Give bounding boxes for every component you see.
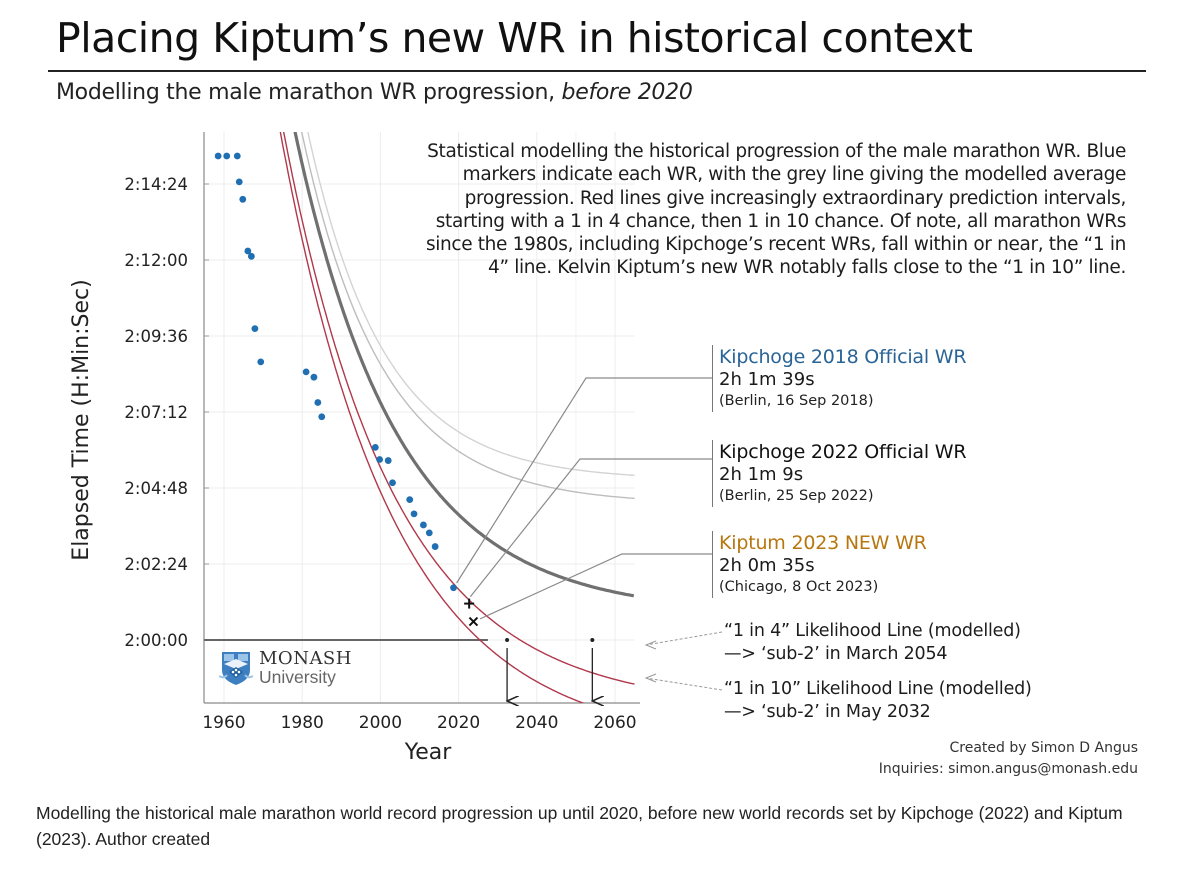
x-tick-label: 2000 bbox=[359, 713, 402, 733]
new-record-markers bbox=[464, 598, 479, 627]
y-tick-label: 2:07:12 bbox=[124, 403, 188, 422]
likelihood-pointer-arrows bbox=[644, 631, 723, 691]
y-tick-label: 2:00:00 bbox=[124, 631, 188, 650]
wr-marker bbox=[214, 152, 222, 160]
model-line-1-in-4-likelihood-line bbox=[282, 132, 635, 685]
likelihood-pointer-line bbox=[645, 631, 723, 646]
annotation-time: 2h 1m 9s bbox=[719, 464, 804, 485]
monash-shield-icon bbox=[219, 652, 253, 685]
likelihood-pointer-arrowhead bbox=[644, 673, 657, 683]
likelihood-pointer-arrowhead bbox=[644, 640, 657, 650]
likelihood-projection: —> ‘sub-2’ in May 2032 bbox=[724, 702, 931, 722]
wr-marker bbox=[425, 529, 433, 537]
likelihood-label-1-in-10: “1 in 10” Likelihood Line (modelled) —> … bbox=[724, 678, 1032, 724]
wr-marker bbox=[247, 252, 255, 260]
wr-marker bbox=[420, 521, 427, 529]
y-tick-label: 2:02:24 bbox=[124, 555, 188, 574]
subtitle-text: Modelling the male marathon WR progressi… bbox=[56, 80, 562, 105]
annotation-leader-line bbox=[456, 377, 712, 584]
annotation-kipchoge-2018: Kipchoge 2018 Official WR 2h 1m 39s (Ber… bbox=[712, 345, 967, 412]
wr-marker bbox=[371, 443, 379, 451]
wr-marker bbox=[310, 373, 318, 381]
y-tick-label: 2:12:00 bbox=[124, 251, 188, 270]
wr-marker bbox=[223, 152, 231, 160]
annotation-time: 2h 0m 35s bbox=[719, 555, 815, 576]
annotation-leader-line bbox=[469, 458, 712, 598]
wr-marker bbox=[376, 456, 384, 463]
figure-caption: Modelling the historical male marathon w… bbox=[36, 803, 1123, 849]
wr-marker bbox=[389, 479, 396, 487]
sub-2-crossing-arrows bbox=[505, 638, 594, 701]
wr-marker bbox=[251, 325, 259, 333]
likelihood-pointer-line bbox=[645, 677, 723, 691]
likelihood-label-1-in-4: “1 in 4” Likelihood Line (modelled) —> ‘… bbox=[724, 620, 1021, 666]
wr-marker bbox=[302, 368, 310, 376]
wr-marker bbox=[314, 399, 322, 406]
annotation-place: (Berlin, 16 Sep 2018) bbox=[719, 393, 874, 409]
page-subtitle: Modelling the male marathon WR progressi… bbox=[56, 80, 693, 105]
model-line-1-in-10-likelihood-line bbox=[279, 132, 585, 703]
annotation-leader-line bbox=[479, 553, 712, 620]
y-tick-label: 2:09:36 bbox=[124, 327, 188, 346]
x-tick-label: 2060 bbox=[593, 713, 636, 733]
kiptum-2023-cross-marker bbox=[468, 616, 479, 627]
annotation-heading: Kipchoge 2018 Official WR bbox=[719, 346, 967, 368]
x-tick-label: 1980 bbox=[281, 713, 324, 733]
y-tick-label: 2:14:24 bbox=[124, 175, 188, 194]
wr-marker bbox=[410, 510, 418, 518]
annotation-heading: Kiptum 2023 NEW WR bbox=[719, 532, 927, 554]
subtitle-emphasis: before 2020 bbox=[561, 80, 693, 105]
model-line-upper-band-inner- bbox=[300, 132, 635, 500]
wr-marker bbox=[233, 152, 241, 160]
annotation-kiptum-2023: Kiptum 2023 NEW WR 2h 0m 35s (Chicago, 8… bbox=[712, 531, 927, 598]
monash-logo: MONASH University bbox=[219, 650, 352, 686]
chart-description: Statistical modelling the historical pro… bbox=[425, 141, 1126, 279]
annotation-time: 2h 1m 39s bbox=[719, 369, 815, 390]
sub-2-crossing-dot bbox=[590, 638, 595, 642]
model-lines bbox=[279, 132, 635, 703]
title-divider bbox=[48, 70, 1146, 72]
y-tick-label: 2:04:48 bbox=[124, 479, 188, 498]
likelihood-line-name: “1 in 4” Likelihood Line (modelled) bbox=[724, 621, 1021, 641]
x-tick-label: 1960 bbox=[202, 713, 245, 733]
annotation-heading: Kipchoge 2022 Official WR bbox=[719, 441, 967, 463]
grid bbox=[204, 132, 635, 703]
wr-marker bbox=[257, 358, 265, 366]
annotation-leader-lines bbox=[456, 377, 712, 620]
wr-marker bbox=[406, 496, 414, 504]
likelihood-projection: —> ‘sub-2’ in March 2054 bbox=[724, 644, 948, 664]
logo-line-2: University bbox=[259, 667, 336, 687]
likelihood-line-name: “1 in 10” Likelihood Line (modelled) bbox=[724, 679, 1032, 699]
x-axis-label: Year bbox=[404, 740, 453, 765]
wr-marker bbox=[244, 247, 252, 255]
y-tick-labels: 2:00:00 2:02:24 2:04:48 2:07:12 2:09:36 2:12:… bbox=[124, 175, 209, 650]
wr-marker bbox=[239, 195, 247, 203]
x-tick-label: 2040 bbox=[515, 713, 558, 733]
credit: Created by Simon D Angus Inquiries: simo… bbox=[879, 738, 1138, 780]
page-title: Placing Kiptum’s new WR in historical co… bbox=[56, 14, 973, 62]
credit-author: Created by Simon D Angus bbox=[949, 740, 1138, 756]
world-record-markers bbox=[214, 152, 457, 592]
credit-contact: Inquiries: simon.angus@monash.edu bbox=[878, 761, 1138, 777]
wr-marker bbox=[384, 457, 392, 464]
logo-line-1: MONASH bbox=[259, 648, 352, 669]
wr-marker bbox=[431, 543, 439, 550]
annotation-kipchoge-2022: Kipchoge 2022 Official WR 2h 1m 9s (Berl… bbox=[712, 440, 967, 507]
model-line-modelled-average bbox=[293, 132, 635, 598]
annotation-place: (Berlin, 25 Sep 2022) bbox=[719, 488, 874, 504]
axes bbox=[203, 132, 640, 704]
annotation-place: (Chicago, 8 Oct 2023) bbox=[719, 579, 879, 595]
y-axis-label: Elapsed Time (H:Min:Sec) bbox=[69, 279, 94, 560]
wr-marker bbox=[318, 413, 326, 421]
x-tick-labels: 1960 1980 2000 2020 2040 2060 bbox=[202, 713, 636, 733]
wr-marker bbox=[450, 584, 457, 592]
x-tick-label: 2020 bbox=[437, 713, 480, 733]
sub-2-crossing-dot bbox=[505, 638, 510, 642]
wr-marker bbox=[235, 178, 243, 186]
model-line-upper-band-outer- bbox=[307, 132, 635, 476]
